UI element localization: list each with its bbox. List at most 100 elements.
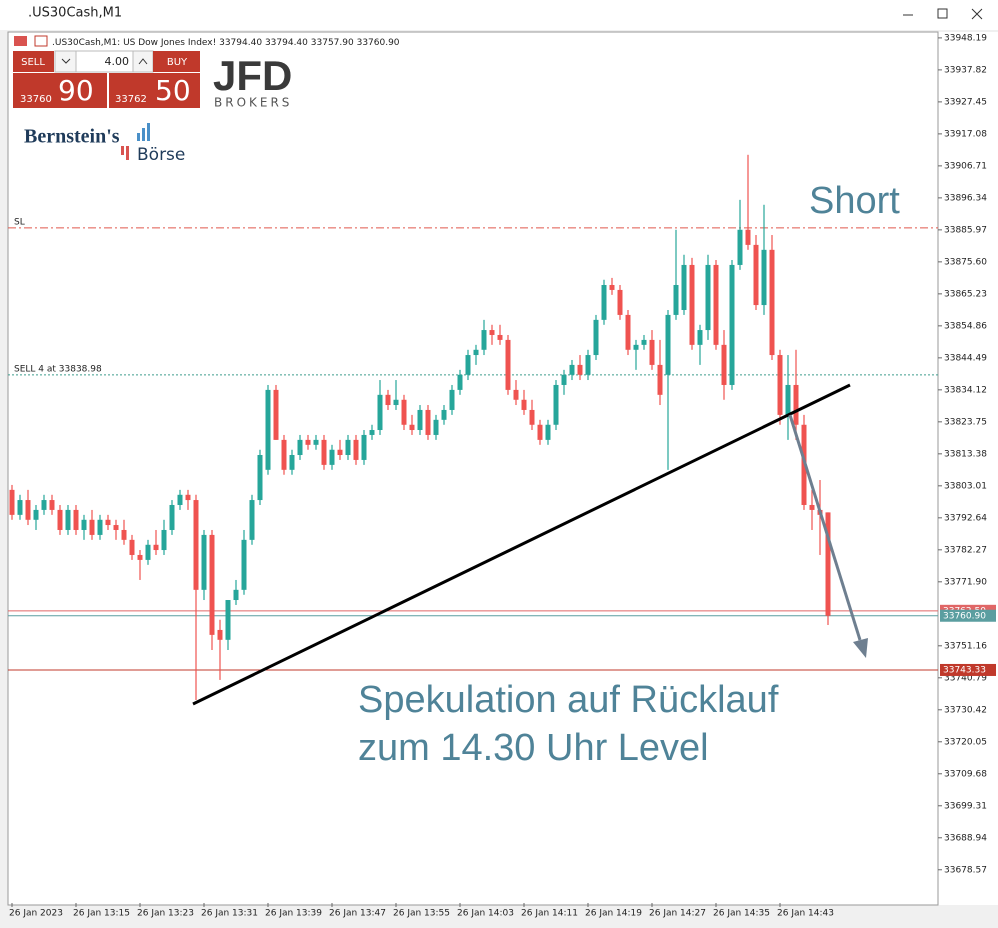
candle-body — [233, 589, 239, 601]
candle-body — [257, 455, 263, 501]
candle-body — [577, 364, 583, 375]
candle-body — [649, 339, 655, 365]
candle-body — [497, 334, 503, 340]
candle-body — [505, 339, 511, 390]
candle-body — [385, 394, 391, 406]
dropdown-arrow — [61, 58, 71, 64]
candle-body — [457, 374, 463, 390]
brand-bar — [121, 146, 124, 155]
price-tag-label: 33760.90 — [943, 611, 986, 621]
broker-logo: JFD — [213, 52, 292, 99]
brand-logo: Bernstein's — [24, 126, 120, 148]
candle-body — [105, 519, 111, 526]
y-tick-label: 33948.19 — [944, 33, 987, 43]
candle-body — [113, 525, 119, 530]
y-tick-label: 33709.68 — [944, 769, 987, 779]
candle-body — [217, 629, 223, 640]
candle-body — [153, 544, 159, 551]
y-tick-label: 33927.45 — [944, 97, 987, 107]
candle-body — [513, 389, 519, 400]
candle-body — [585, 355, 591, 375]
header-icon — [14, 36, 27, 46]
window-title: .US30Cash,M1 — [28, 6, 122, 21]
candle-body — [641, 339, 647, 345]
candle-body — [465, 355, 471, 375]
ask-main: 33762 — [115, 94, 147, 105]
candle-body — [521, 399, 527, 410]
candle-body — [177, 494, 183, 505]
x-tick-label: 26 Jan 13:23 — [137, 909, 194, 919]
candle-body — [401, 399, 407, 425]
candle-body — [825, 512, 831, 616]
candle-body — [545, 424, 551, 440]
candle-body — [753, 244, 759, 306]
y-tick-label: 33823.75 — [944, 417, 987, 427]
candle-body — [313, 439, 319, 445]
candle-body — [673, 285, 679, 315]
candle-body — [441, 409, 447, 420]
candle-body — [609, 285, 615, 290]
y-tick-label: 33875.60 — [944, 257, 987, 267]
candle-body — [89, 519, 95, 535]
candle-body — [65, 509, 71, 530]
chart-area — [8, 32, 998, 905]
candle-body — [569, 364, 575, 375]
annotation: Spekulation auf Rücklauf — [358, 679, 779, 721]
y-tick-label: 33906.71 — [944, 161, 987, 171]
candle-body — [369, 430, 375, 435]
candle-body — [145, 544, 151, 560]
volume-value: 4.00 — [105, 55, 130, 68]
level-label: SELL 4 at 33838.98 — [14, 364, 102, 374]
candle-body — [193, 500, 199, 590]
x-tick-label: 26 Jan 2023 — [9, 909, 63, 919]
maximize-button[interactable] — [937, 8, 948, 19]
trend-line — [192, 383, 851, 706]
level-label: SL — [14, 217, 25, 227]
candle-body — [377, 394, 383, 431]
x-tick-label: 26 Jan 13:31 — [201, 909, 258, 919]
candle-body — [617, 289, 623, 315]
y-tick-label: 33782.27 — [944, 545, 987, 555]
title-bar — [0, 0, 998, 30]
bid-box[interactable] — [13, 73, 107, 108]
trade-panel: SELL 4.00 BUY 33760 90 33762 50 — [13, 50, 200, 108]
sell-button[interactable] — [13, 51, 54, 72]
plot-border — [7, 31, 939, 906]
candle-body — [225, 600, 231, 640]
y-tick-label: 33917.08 — [944, 129, 987, 139]
sell-label: SELL — [21, 57, 45, 68]
candle-body — [729, 264, 735, 385]
close-button[interactable] — [971, 8, 983, 20]
candle-body — [137, 554, 143, 560]
candle-body — [601, 285, 607, 320]
y-tick-label: 33730.42 — [944, 705, 987, 715]
candle-body — [249, 500, 255, 540]
buy-button[interactable] — [153, 51, 200, 72]
candle-body — [417, 409, 423, 431]
ask-box[interactable] — [109, 73, 200, 108]
y-tick-label: 33751.16 — [944, 641, 987, 651]
candle-body — [393, 399, 399, 406]
price-tag-label: 33743.33 — [943, 665, 986, 675]
x-tick-label: 26 Jan 13:55 — [393, 909, 450, 919]
candle-body — [697, 330, 703, 345]
price-tag — [940, 609, 996, 622]
candle-body — [129, 539, 135, 555]
candle-body — [681, 264, 687, 310]
candle-body — [721, 344, 727, 385]
candle-body — [705, 264, 711, 331]
y-tick-label: 33720.05 — [944, 737, 987, 747]
volume-dropdown[interactable] — [54, 50, 77, 73]
candle-body — [633, 344, 639, 350]
volume-up[interactable] — [132, 50, 154, 73]
annotation: Short — [809, 180, 900, 222]
bid-main: 33760 — [20, 94, 52, 105]
x-tick-label: 26 Jan 14:03 — [457, 909, 514, 919]
candle-body — [49, 500, 55, 510]
candle-body — [345, 439, 351, 456]
candle-body — [241, 539, 247, 590]
candle-body — [265, 389, 271, 470]
candle-body — [793, 384, 799, 425]
candle-body — [281, 439, 287, 470]
candle-body — [297, 439, 303, 456]
